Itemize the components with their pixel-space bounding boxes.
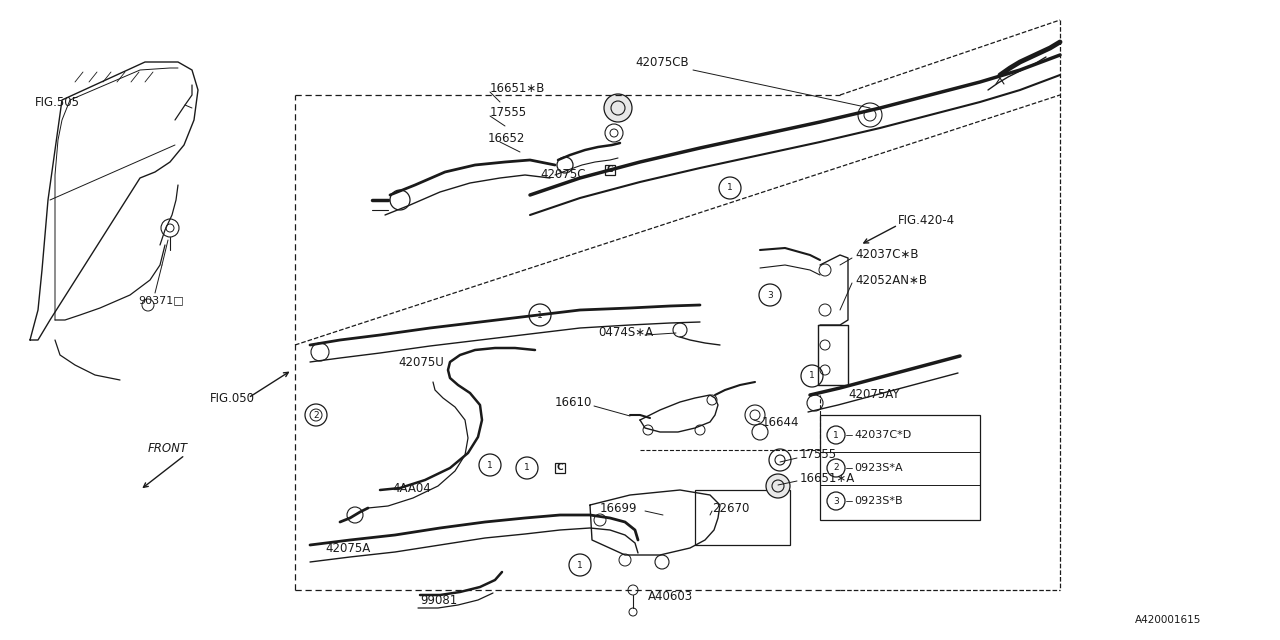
Text: 16644: 16644 (762, 415, 800, 429)
Text: 4AA04: 4AA04 (392, 481, 431, 495)
Text: 1: 1 (727, 184, 733, 193)
Text: 17555: 17555 (800, 449, 837, 461)
Text: 42075U: 42075U (398, 355, 444, 369)
Text: 42052AN∗B: 42052AN∗B (855, 273, 927, 287)
Text: C: C (557, 463, 563, 472)
Circle shape (765, 474, 790, 498)
Text: FRONT: FRONT (148, 442, 188, 454)
Text: 1: 1 (538, 310, 543, 319)
Text: 42075C: 42075C (540, 168, 585, 182)
Text: 22670: 22670 (712, 502, 749, 515)
Text: 42075A: 42075A (325, 541, 370, 554)
Text: 16651∗B: 16651∗B (490, 81, 545, 95)
Text: 1: 1 (524, 463, 530, 472)
Bar (605, 165, 614, 175)
Text: 2: 2 (314, 410, 319, 419)
Text: 90371□: 90371□ (138, 295, 184, 305)
Text: 2: 2 (833, 463, 838, 472)
Text: C: C (607, 166, 613, 175)
Text: 0474S∗A: 0474S∗A (598, 326, 653, 339)
Text: A420001615: A420001615 (1135, 615, 1202, 625)
Text: FIG.505: FIG.505 (35, 95, 79, 109)
Text: 0923S*A: 0923S*A (854, 463, 902, 473)
Text: 1: 1 (809, 371, 815, 381)
Bar (820, 415, 980, 520)
Text: 16651∗A: 16651∗A (800, 472, 855, 484)
Text: 42037C*D: 42037C*D (854, 430, 911, 440)
Text: 42075CB: 42075CB (635, 56, 689, 68)
Text: 0923S*B: 0923S*B (854, 496, 902, 506)
Text: FIG.050: FIG.050 (210, 392, 255, 404)
Text: 3: 3 (767, 291, 773, 300)
Bar (695, 490, 790, 545)
Text: FIG.420-4: FIG.420-4 (899, 214, 955, 227)
Text: 99081: 99081 (420, 593, 457, 607)
Circle shape (604, 94, 632, 122)
Text: 17555: 17555 (490, 106, 527, 118)
Text: 16699: 16699 (600, 502, 637, 515)
Text: 42037C∗B: 42037C∗B (855, 248, 919, 262)
Text: 1: 1 (577, 561, 582, 570)
Text: 16652: 16652 (488, 131, 525, 145)
Text: 3: 3 (833, 497, 838, 506)
Text: 42075AY: 42075AY (849, 388, 900, 401)
Text: 16610: 16610 (556, 397, 593, 410)
Text: 1: 1 (833, 431, 838, 440)
Bar (556, 463, 564, 473)
Text: A40603: A40603 (648, 589, 694, 602)
Text: 1: 1 (488, 461, 493, 470)
